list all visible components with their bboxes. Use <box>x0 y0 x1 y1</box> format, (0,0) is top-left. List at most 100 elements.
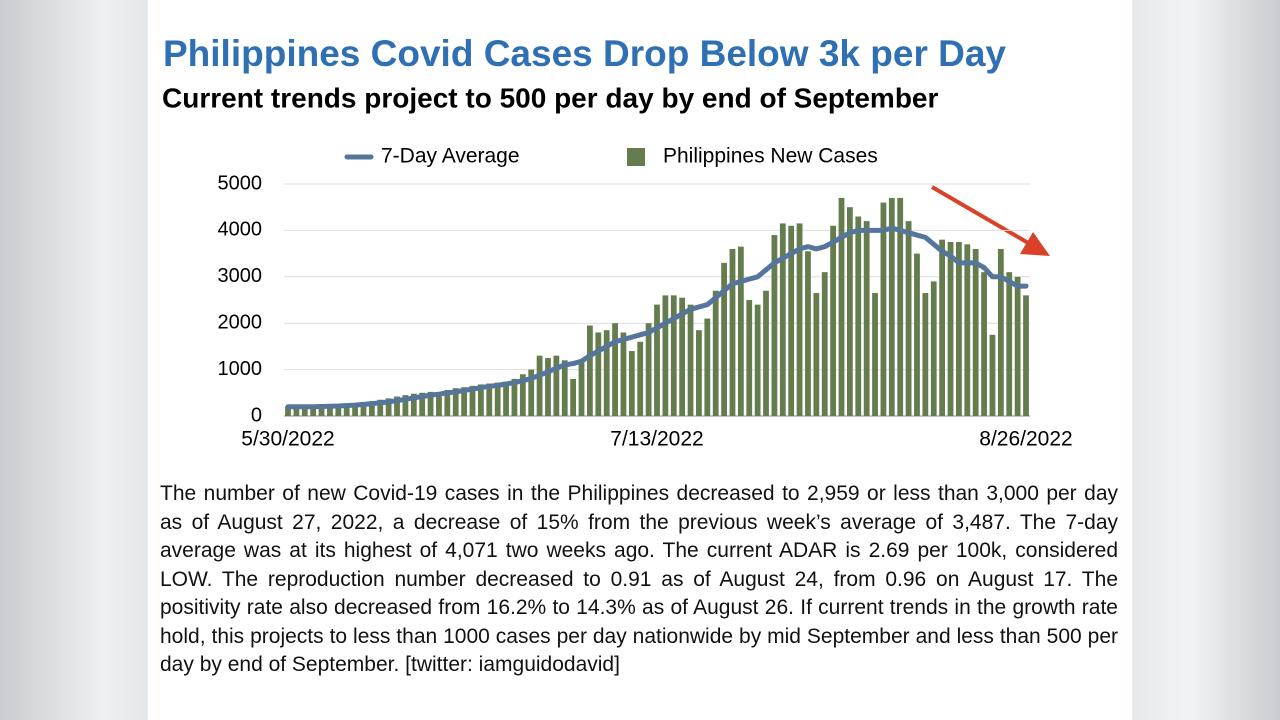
y-tick-label: 1000 <box>218 358 263 380</box>
bar <box>553 355 560 416</box>
line <box>285 225 1029 410</box>
bar <box>830 225 837 416</box>
bar <box>922 293 929 416</box>
bar <box>905 221 912 416</box>
bar <box>914 253 920 416</box>
bar <box>805 251 811 416</box>
bar <box>511 378 518 416</box>
trend-arrow-head <box>1020 232 1050 256</box>
bar <box>603 330 610 416</box>
bar <box>394 396 400 416</box>
legend-label: 7-Day Average <box>381 145 520 168</box>
bar <box>729 248 736 416</box>
bar <box>712 290 719 416</box>
bar <box>838 197 845 416</box>
bar <box>696 330 702 416</box>
bar <box>939 239 946 416</box>
bar <box>989 334 996 416</box>
bar <box>964 244 971 416</box>
y-tick-label: 2000 <box>218 311 263 333</box>
bar <box>503 381 509 416</box>
bar <box>813 293 820 416</box>
bar <box>536 355 543 416</box>
bar <box>570 378 577 416</box>
bar <box>436 396 442 416</box>
bar <box>385 398 392 416</box>
bar <box>662 295 669 416</box>
bar <box>679 297 686 416</box>
bar <box>930 281 937 416</box>
bar <box>796 223 803 416</box>
y-tick-label: 5000 <box>218 172 263 194</box>
y-tick-label: 4000 <box>218 219 263 241</box>
bar <box>486 383 493 416</box>
bar <box>1023 295 1029 416</box>
trend-arrow <box>930 185 1032 246</box>
bar <box>595 332 602 416</box>
x-tick-label: 7/13/2022 <box>610 428 703 451</box>
bar <box>863 221 870 416</box>
bar <box>343 403 350 416</box>
bar <box>947 242 954 416</box>
bar <box>771 235 778 416</box>
bar <box>285 406 291 416</box>
bar <box>477 384 484 416</box>
bar <box>737 246 744 416</box>
chart-subtitle: Current trends project to 500 per day by… <box>162 82 939 113</box>
bar <box>494 382 501 416</box>
bar <box>402 395 409 416</box>
bar <box>452 388 459 416</box>
bar <box>528 369 535 416</box>
bar <box>335 404 342 416</box>
bar <box>981 272 987 416</box>
bar <box>654 304 660 416</box>
bar <box>997 248 1004 416</box>
bar <box>872 293 878 416</box>
bar <box>620 332 627 416</box>
bar <box>545 358 551 416</box>
chart: Philippines Covid Cases Drop Below 3k pe… <box>162 33 1073 451</box>
bar <box>578 360 585 416</box>
x-tick-label: 5/30/2022 <box>241 428 334 451</box>
bar <box>519 374 526 416</box>
bar <box>763 290 769 416</box>
bar <box>1014 276 1021 416</box>
bar <box>318 405 325 416</box>
bar <box>587 325 593 416</box>
bar <box>360 402 367 416</box>
bar <box>561 360 568 416</box>
bar <box>444 390 451 416</box>
x-tick-label: 8/26/2022 <box>979 428 1072 451</box>
y-tick-label: 3000 <box>218 265 263 287</box>
bar <box>628 351 635 416</box>
bar <box>956 242 962 416</box>
bar <box>469 385 476 416</box>
bar <box>419 392 426 416</box>
bar <box>301 406 308 416</box>
bar <box>746 300 753 416</box>
bar <box>972 248 979 416</box>
bar <box>754 304 761 416</box>
bar <box>377 399 384 416</box>
bar <box>352 403 358 416</box>
description: The number of new Covid-19 cases in the … <box>160 482 1118 676</box>
bar <box>310 407 317 416</box>
bar <box>888 197 895 416</box>
legend-label: Philippines New Cases <box>663 145 878 168</box>
bar <box>788 225 795 416</box>
bar <box>461 387 468 416</box>
bar <box>897 197 904 416</box>
legend-swatch <box>627 148 645 166</box>
bar <box>855 216 862 416</box>
bar <box>612 323 618 416</box>
bar <box>846 207 853 416</box>
bar <box>645 323 652 416</box>
bar <box>779 223 786 416</box>
bar <box>704 318 711 416</box>
bar <box>327 404 333 416</box>
bar <box>670 295 677 416</box>
bar <box>721 262 727 416</box>
bar <box>687 304 694 416</box>
bar <box>427 391 434 416</box>
